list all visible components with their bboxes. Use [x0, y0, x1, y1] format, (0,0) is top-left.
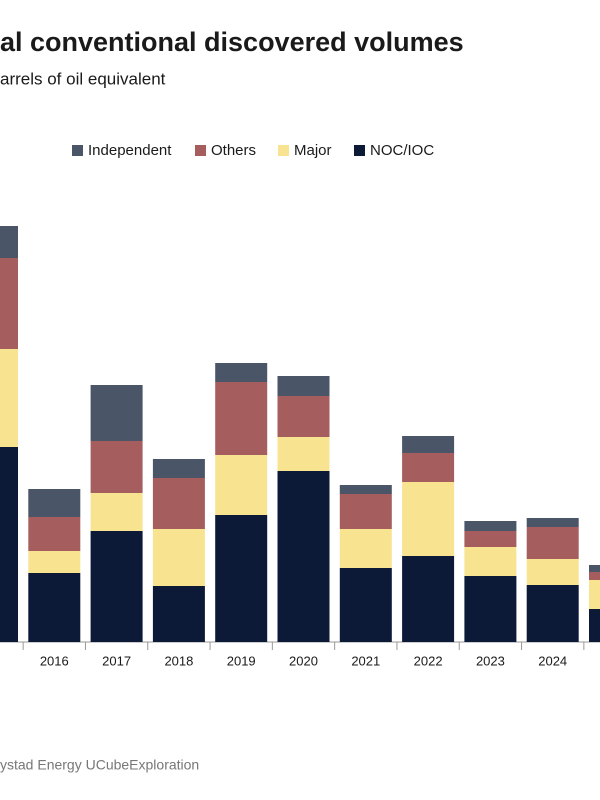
bar-segment	[277, 376, 330, 396]
bar-segment	[215, 382, 268, 455]
bar-segment	[152, 459, 205, 478]
bar-segment	[526, 559, 579, 585]
bar-segment	[464, 531, 517, 547]
bar-segment	[402, 436, 455, 453]
x-tick-label: 2016	[40, 653, 69, 668]
bar-segment	[152, 529, 205, 586]
x-tick-label: 2020	[289, 653, 318, 668]
legend-label: Independent	[88, 142, 172, 159]
bar-segment	[589, 572, 600, 580]
bar-segment	[339, 568, 392, 642]
bar-segment	[526, 585, 579, 642]
bar-segment	[90, 531, 143, 642]
legend-swatch	[354, 145, 365, 156]
bar-segment	[339, 494, 392, 529]
bar-segment	[0, 258, 18, 349]
bar-segment	[0, 226, 18, 258]
legend-label: NOC/IOC	[370, 142, 434, 159]
bar-segment	[0, 447, 18, 642]
bar-segment	[464, 547, 517, 576]
legend-swatch	[72, 145, 83, 156]
bar-segment	[277, 437, 330, 471]
bar-segment	[28, 551, 81, 573]
bar-segment	[215, 455, 268, 515]
bar-segment	[526, 527, 579, 559]
bar-segment	[90, 441, 143, 493]
bar-segment	[152, 478, 205, 529]
bar-segment	[215, 363, 268, 382]
source: ystad Energy UCubeExploration	[0, 757, 199, 773]
bar-segment	[277, 471, 330, 642]
legend-swatch	[195, 145, 206, 156]
bar-segment	[589, 565, 600, 572]
x-tick-label: 2024	[538, 653, 567, 668]
bar-segment	[0, 349, 18, 447]
legend-label: Major	[294, 142, 332, 159]
x-tick-label: 2019	[227, 653, 256, 668]
bar-segment	[28, 489, 81, 517]
legend-label: Others	[211, 142, 256, 159]
x-tick-label: 2018	[164, 653, 193, 668]
chart-subtitle: arrels of oil equivalent	[0, 69, 166, 88]
x-tick-label: 2017	[102, 653, 131, 668]
bar-segment	[277, 396, 330, 437]
bar-segment	[589, 609, 600, 642]
bar-segment	[215, 515, 268, 642]
bar-segment	[464, 576, 517, 642]
chart-title: al conventional discovered volumes	[0, 27, 464, 57]
bar-segment	[402, 453, 455, 482]
bar-segment	[402, 482, 455, 556]
legend-swatch	[278, 145, 289, 156]
bar-segment	[90, 385, 143, 441]
bar-segment	[402, 556, 455, 642]
x-tick-label: 2021	[351, 653, 380, 668]
bar-segment	[526, 518, 579, 527]
bar-segment	[28, 573, 81, 642]
bar-segment	[464, 521, 517, 531]
bar-segment	[589, 580, 600, 609]
bar-segment	[28, 517, 81, 551]
x-tick-label: 2022	[414, 653, 443, 668]
bar-segment	[339, 529, 392, 568]
x-tick-label: 2023	[476, 653, 505, 668]
bar-segment	[152, 586, 205, 642]
bar-segment	[339, 485, 392, 494]
bar-segment	[90, 493, 143, 531]
